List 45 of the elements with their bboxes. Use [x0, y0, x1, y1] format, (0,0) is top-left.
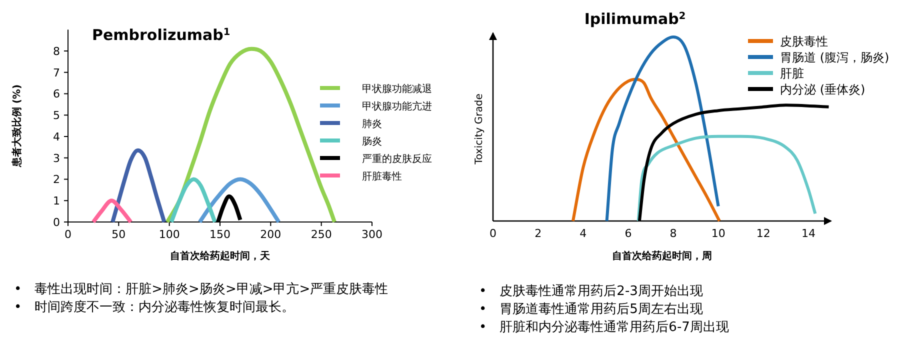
legend-label: 皮肤毒性 — [780, 34, 828, 49]
text: • 时间跨度不一致：内分泌毒性恢复时间最长。 — [14, 299, 295, 315]
x-tick-label: 0 — [64, 228, 72, 241]
legend-label: 甲状腺功能减退 — [362, 82, 432, 95]
x-tick-label: 150 — [210, 228, 230, 241]
x-axis-title: 自首次给药起时间，天 — [170, 250, 271, 262]
legend-label: 肠炎 — [362, 136, 382, 148]
legend-label: 肝脏 — [780, 66, 804, 81]
x-tick-label: 6 — [624, 227, 632, 240]
chart-title: Ipilimumab$^{2}$ — [584, 10, 686, 28]
y-tick-label: 1 — [53, 194, 60, 208]
x-tick-label: 2 — [534, 227, 542, 240]
x-tick-label: 12 — [756, 227, 770, 240]
legend-label: 胃肠道 (腹泻，肠炎) — [780, 50, 890, 65]
y-tick-label: 8 — [53, 44, 60, 58]
chart-title: Pembrolizumab$^{1}$ — [92, 26, 230, 44]
y-tick-label: 6 — [53, 88, 60, 101]
y-axis-title: 患者大致比例 (%) — [11, 84, 23, 168]
x-tick-label: 14 — [801, 227, 816, 240]
y-tick-label: 4 — [53, 130, 60, 144]
legend-label: 严重的皮肤反应 — [362, 152, 432, 165]
x-tick-label: 10 — [711, 227, 726, 240]
text: • 毒性出现时间：肝脏>肺炎>肠炎>甲减>甲亢>严重皮肤毒性 — [14, 282, 388, 297]
y-axis-title: Toxicity Grade — [474, 94, 485, 166]
y-tick-label: 2 — [53, 173, 60, 186]
y-tick-label: 5 — [53, 109, 60, 122]
y-tick-label: 3 — [53, 152, 60, 165]
y-tick-label: 0 — [53, 216, 60, 229]
x-tick-label: 300 — [362, 228, 382, 241]
legend-label: 肝脏毒性 — [362, 170, 402, 182]
text: • 肝脏和内分泌毒性通常用药后6-7周出现 — [479, 320, 729, 335]
text: • 皮肤毒性通常用药后2-3周开始出现 — [479, 284, 703, 299]
x-tick-label: 50 — [112, 228, 126, 241]
x-tick-label: 4 — [580, 227, 587, 240]
x-tick-label: 250 — [310, 228, 332, 241]
x-axis-title: 自首次给药起时间，周 — [612, 250, 712, 262]
legend-label: 内分泌 (垂体炎) — [780, 82, 866, 97]
x-tick-label: 100 — [158, 228, 180, 241]
legend-label: 甲状腺功能亢进 — [362, 100, 432, 112]
y-tick-label: 7 — [53, 66, 60, 80]
x-tick-label: 8 — [670, 227, 677, 240]
legend-label: 肺炎 — [362, 118, 382, 130]
text: • 胃肠道毒性通常用药后5周左右出现 — [479, 302, 703, 317]
x-tick-label: 0 — [490, 227, 496, 240]
x-tick-label: 200 — [260, 228, 282, 241]
